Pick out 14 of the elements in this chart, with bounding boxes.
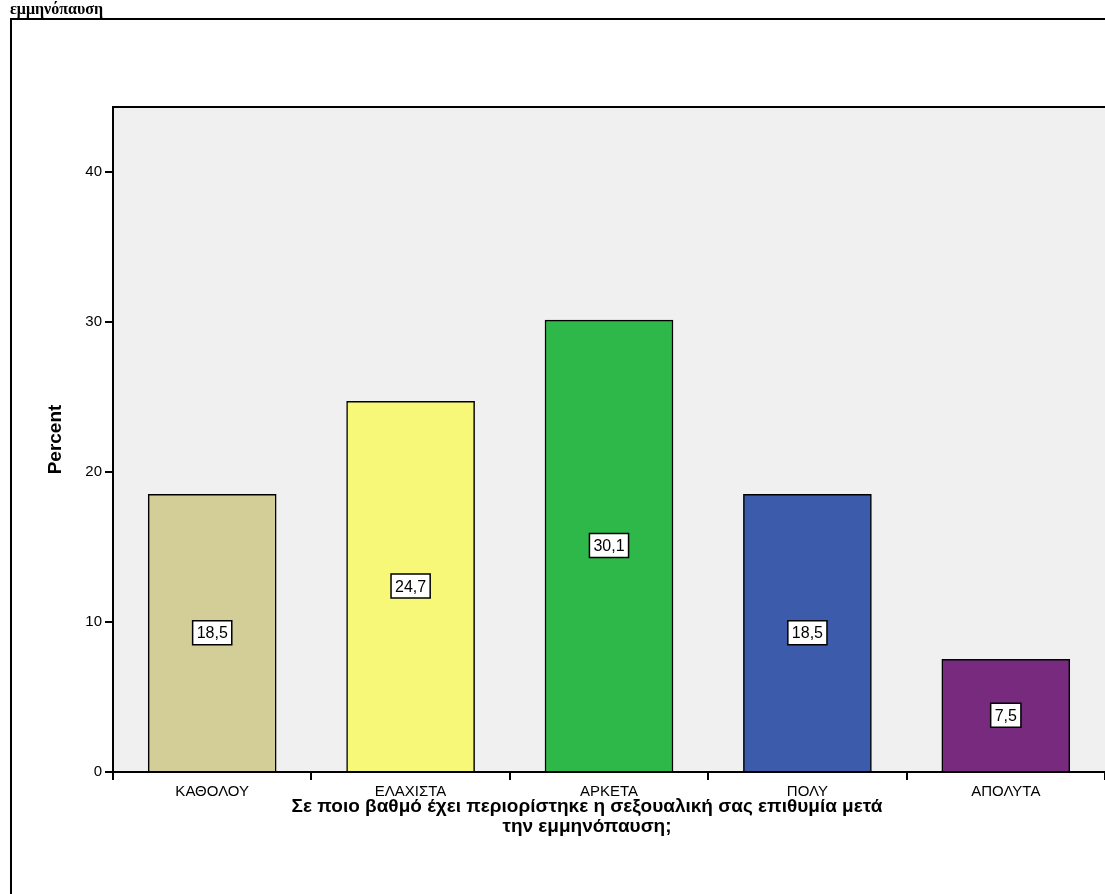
data-label: 7,5 [994,706,1018,724]
x-tick-label: ΑΠΟΛΥΤΑ [971,782,1041,800]
y-tick-label: 10 [85,612,102,630]
y-tick-label: 20 [85,461,102,479]
data-label: 18,5 [791,624,824,642]
x-tick-label: ΚΑΘΟΛΟΥ [175,782,250,800]
y-tick-label: 30 [85,311,102,329]
data-label: 30,1 [593,536,625,554]
chart-title: εμμηνόπαυση [10,0,103,17]
y-tick-label: 40 [85,161,102,179]
y-tick-label: 0 [93,762,102,780]
y-axis-title: Percent [43,403,65,475]
data-label: 24,7 [395,577,427,595]
data-label: 18,5 [196,624,228,642]
